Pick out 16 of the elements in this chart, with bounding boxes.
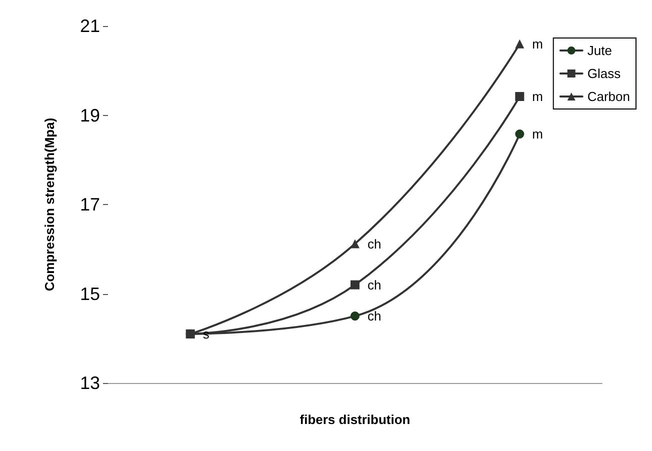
y-tick-label: 15 [80, 284, 100, 304]
data-label: ch [368, 236, 382, 252]
y-tick-label: 17 [80, 194, 100, 214]
y-tick-label: 19 [80, 105, 100, 126]
y-tick-label: 21 [80, 16, 100, 36]
data-label: m [532, 126, 544, 142]
data-label: m [532, 36, 544, 52]
y-axis-title: Compression strength(Mpa) [42, 118, 57, 292]
legend-label: Carbon [587, 89, 630, 104]
y-tick-label: 13 [80, 373, 100, 393]
data-label: ch [368, 277, 382, 292]
data-label: m [532, 89, 544, 104]
legend-label: Glass [587, 66, 622, 81]
data-label: ch [368, 308, 382, 324]
legend-label: Jute [587, 43, 612, 58]
x-axis-title: fibers distribution [300, 412, 410, 427]
